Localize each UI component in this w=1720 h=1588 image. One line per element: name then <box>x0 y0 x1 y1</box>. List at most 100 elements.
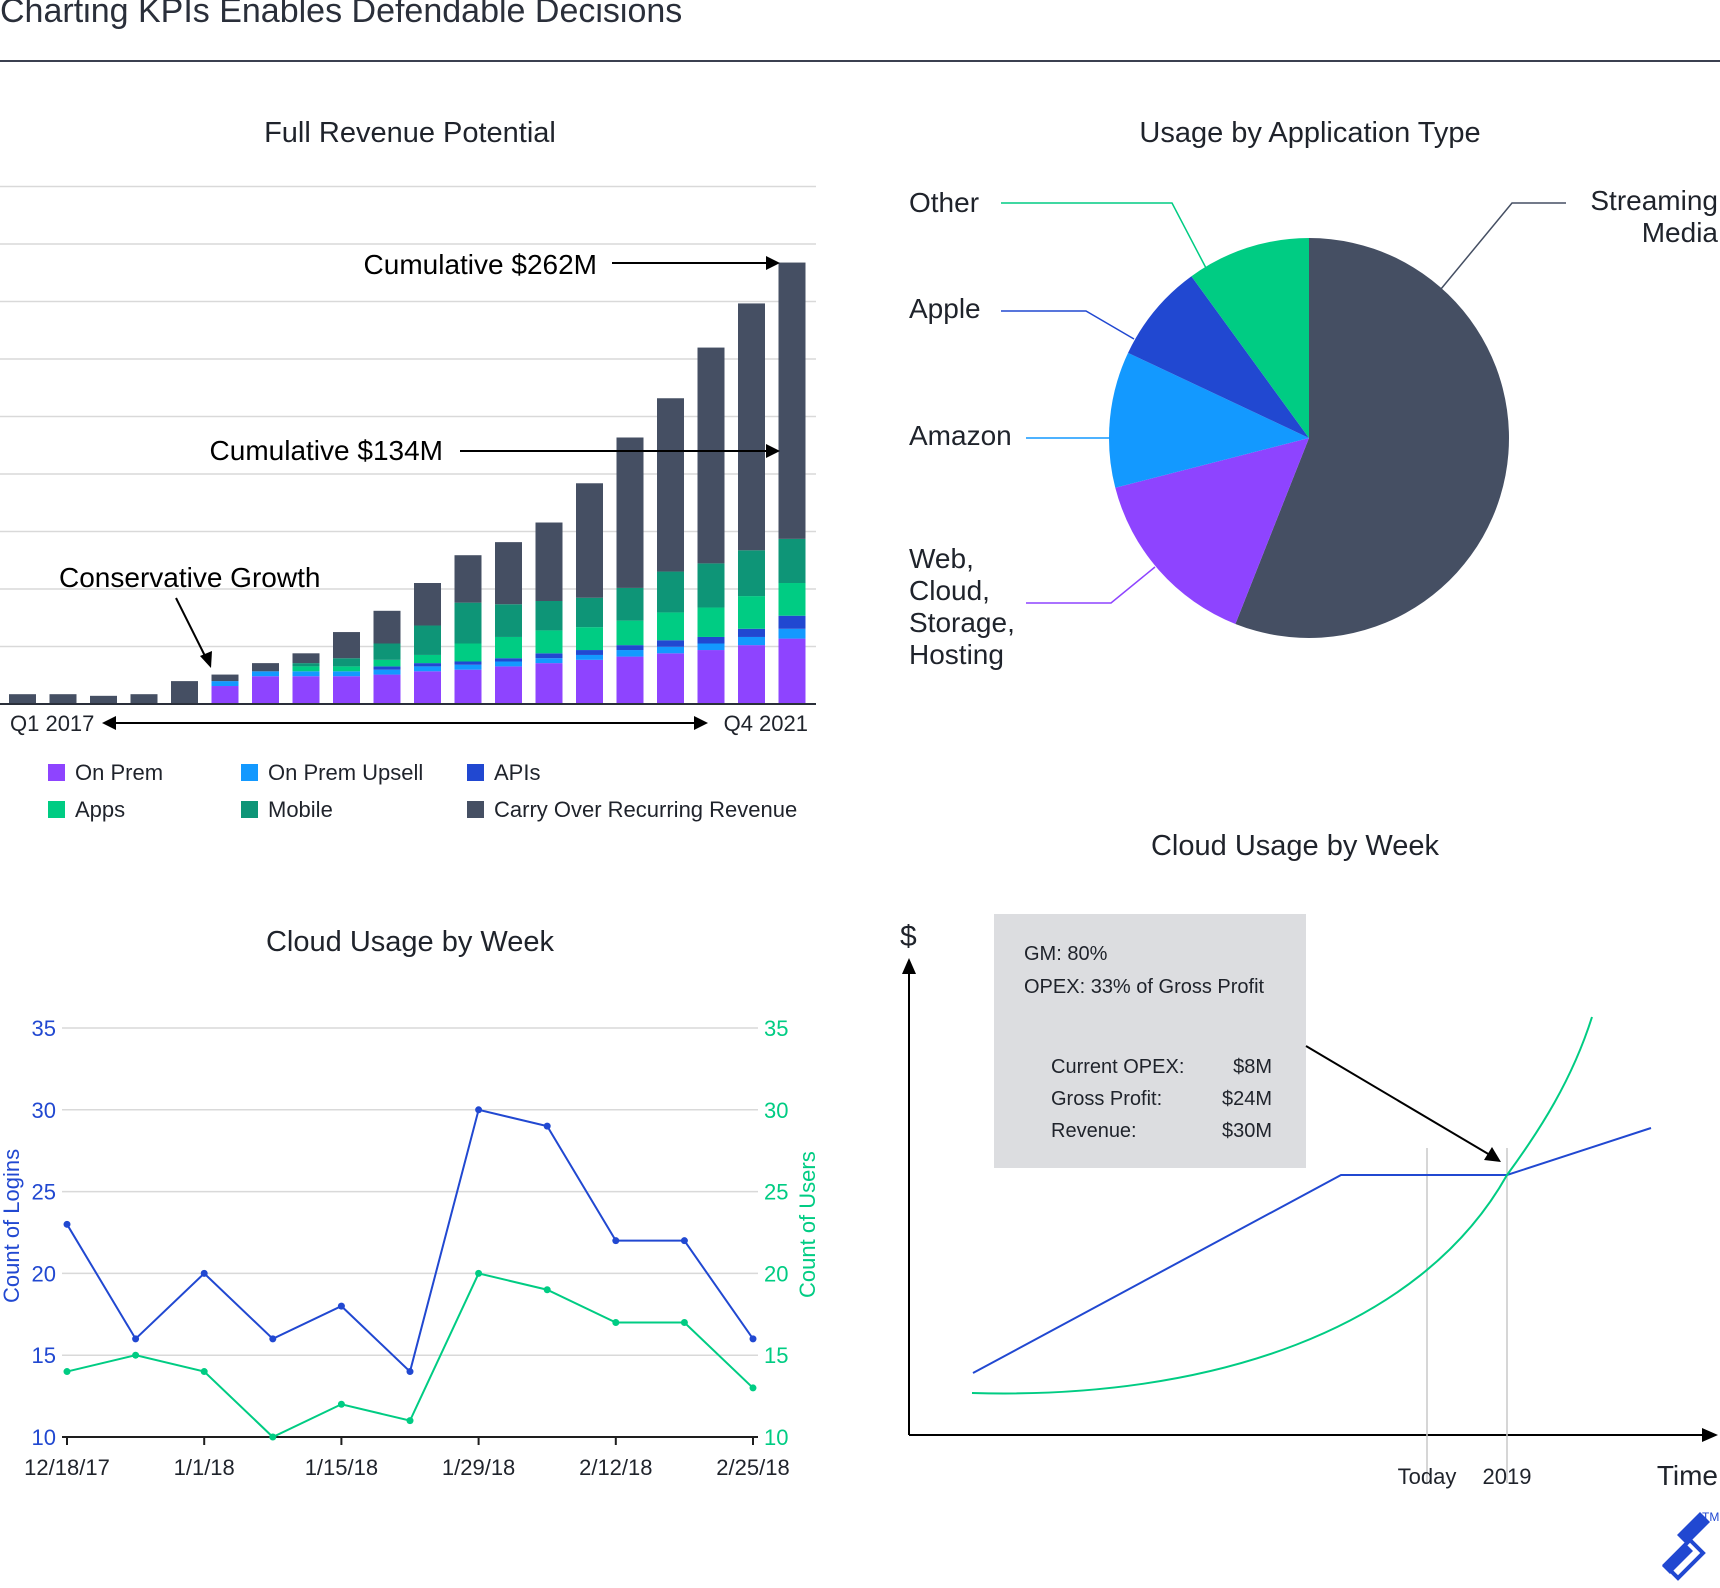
bar-segment-mobile <box>454 602 482 644</box>
series-point <box>749 1384 757 1392</box>
marker-label-today: Today <box>1398 1464 1457 1489</box>
x-tick-label: 12/18/17 <box>24 1455 110 1480</box>
bar-segment-on-prem-upsell <box>576 654 603 660</box>
series-point <box>680 1237 688 1245</box>
callout-opex: OPEX: 33% of Gross Profit <box>1024 976 1265 998</box>
pie-label-web-1: Web, <box>909 543 974 574</box>
bar-segment-mobile <box>576 597 603 628</box>
bar-segment-on-prem <box>657 653 684 704</box>
bar-segment-apis <box>535 653 563 659</box>
bar-segment-carry-over-recurring-revenue <box>576 483 603 598</box>
pie-slice-streaming-media <box>1235 238 1510 638</box>
bar-segment-apps <box>576 627 603 651</box>
leader-apple <box>1001 310 1135 340</box>
bar-segment-on-prem <box>535 663 563 704</box>
callout-row-2-label: Gross Profit: <box>1051 1088 1162 1110</box>
series-point <box>543 1286 551 1294</box>
pie-label-other: Other <box>909 187 979 218</box>
weekly-chart-title: Cloud Usage by Week <box>265 926 554 958</box>
bar-segment-on-prem <box>414 671 441 704</box>
annotation-conservative-growth: Conservative Growth <box>59 562 320 593</box>
bar-segment-carry-over-recurring-revenue <box>454 555 482 603</box>
bar-segment-apis <box>576 650 603 655</box>
bar-segment-apps <box>414 654 441 664</box>
bar-segment-apps <box>616 620 644 646</box>
bar-segment-apis <box>738 628 765 637</box>
annotation-arrow-growth <box>175 597 207 659</box>
bar-segment-on-prem <box>211 686 239 704</box>
x-tick-label: 1/29/18 <box>442 1455 515 1480</box>
pie-label-web-2: Cloud, <box>909 575 990 606</box>
legend-swatch <box>48 764 65 781</box>
bar-segment-carry-over-recurring-revenue <box>738 303 765 551</box>
bar-segment-apis <box>454 661 482 665</box>
series-point <box>612 1318 620 1326</box>
annotation-arrowhead-134 <box>766 444 780 458</box>
projection-y-arrowhead <box>902 958 916 974</box>
annotation-arrowhead-growth <box>200 651 212 668</box>
title-divider <box>0 60 1720 62</box>
trademark-mark: TM <box>1702 1510 1719 1524</box>
bar-segment-apis <box>697 636 725 644</box>
legend-label: Apps <box>75 797 125 822</box>
bar-segment-apis <box>373 666 401 670</box>
bar-segment-apps <box>333 666 360 672</box>
pie-label-apple: Apple <box>909 293 981 324</box>
x-tick-label: 1/15/18 <box>305 1455 378 1480</box>
projection-chart-title: Cloud Usage by Week <box>1150 830 1439 862</box>
bar-segment-apps <box>535 630 563 654</box>
revenue-legend: On Prem On Prem Upsell APIs Apps Mobile Carry… <box>48 760 797 822</box>
pie-label-amazon: Amazon <box>909 420 1012 451</box>
pie-label-web-4: Hosting <box>909 639 1004 670</box>
bar-segment-mobile <box>697 563 725 608</box>
bar-segment-on-prem-upsell <box>333 671 360 677</box>
bar-segment-carry-over-recurring-revenue <box>495 542 522 605</box>
series-point <box>612 1237 620 1245</box>
bar-segment-carry-over-recurring-revenue <box>90 695 117 704</box>
legend-swatch <box>467 764 484 781</box>
bar-segment-apps <box>738 596 765 629</box>
bar-segment-on-prem <box>697 650 725 704</box>
bar-segment-carry-over-recurring-revenue <box>49 694 77 704</box>
bar-segment-apps <box>373 659 401 667</box>
annotation-cumulative-262: Cumulative $262M <box>364 249 597 280</box>
legend-label: On Prem Upsell <box>268 760 423 785</box>
legend-label: On Prem <box>75 760 163 785</box>
bar-segment-apps <box>697 607 725 637</box>
bar-segment-mobile <box>495 604 522 637</box>
series-point <box>749 1335 757 1343</box>
bar-segment-on-prem-upsell <box>616 650 644 657</box>
weekly-line-chart: 10 10 15 15 20 20 25 25 30 30 35 35 12/18/17 1/1/18 1/… <box>0 1016 820 1480</box>
revenue-curve <box>971 1016 1593 1395</box>
bar-segment-apis <box>616 645 644 651</box>
bar-segment-on-prem-upsell <box>697 643 725 651</box>
pie-chart-title: Usage by Application Type <box>1139 117 1481 149</box>
bar-segment-carry-over-recurring-revenue <box>211 674 239 682</box>
bar-segment-carry-over-recurring-revenue <box>535 522 563 601</box>
pie-slice-amazon <box>1109 352 1309 488</box>
x-end-label: Q4 2021 <box>724 711 808 736</box>
bar-segment-apis <box>495 658 522 662</box>
bar-segment-on-prem-upsell <box>778 628 806 639</box>
bar-segment-on-prem-upsell <box>535 658 563 664</box>
cost-line <box>972 1127 1652 1374</box>
series-point <box>132 1351 140 1359</box>
series-point <box>200 1368 208 1376</box>
legend-label: Mobile <box>268 797 333 822</box>
bar-segment-on-prem-upsell <box>454 664 482 670</box>
series-point <box>63 1368 71 1376</box>
weekly-y-label-right: Count of Users <box>795 1151 820 1298</box>
bar-segment-mobile <box>738 550 765 597</box>
bar-segment-apps <box>292 666 320 672</box>
callout-row-3-value: $30M <box>1222 1120 1272 1142</box>
bar-segment-carry-over-recurring-revenue <box>373 610 401 644</box>
pie-slice-web-cloud-storage-hosting <box>1115 438 1309 624</box>
bar-segment-on-prem <box>252 676 279 704</box>
bar-segment-apis <box>414 663 441 667</box>
bar-segment-on-prem <box>738 645 765 704</box>
y-tick-left: 20 <box>32 1261 56 1286</box>
annotation-arrowhead-262 <box>766 256 780 270</box>
callout-row-3-label: Revenue: <box>1051 1120 1137 1142</box>
revenue-annotations: Cumulative $262M Cumulative $134M Conser… <box>59 249 780 668</box>
bar-segment-on-prem-upsell <box>373 669 401 675</box>
